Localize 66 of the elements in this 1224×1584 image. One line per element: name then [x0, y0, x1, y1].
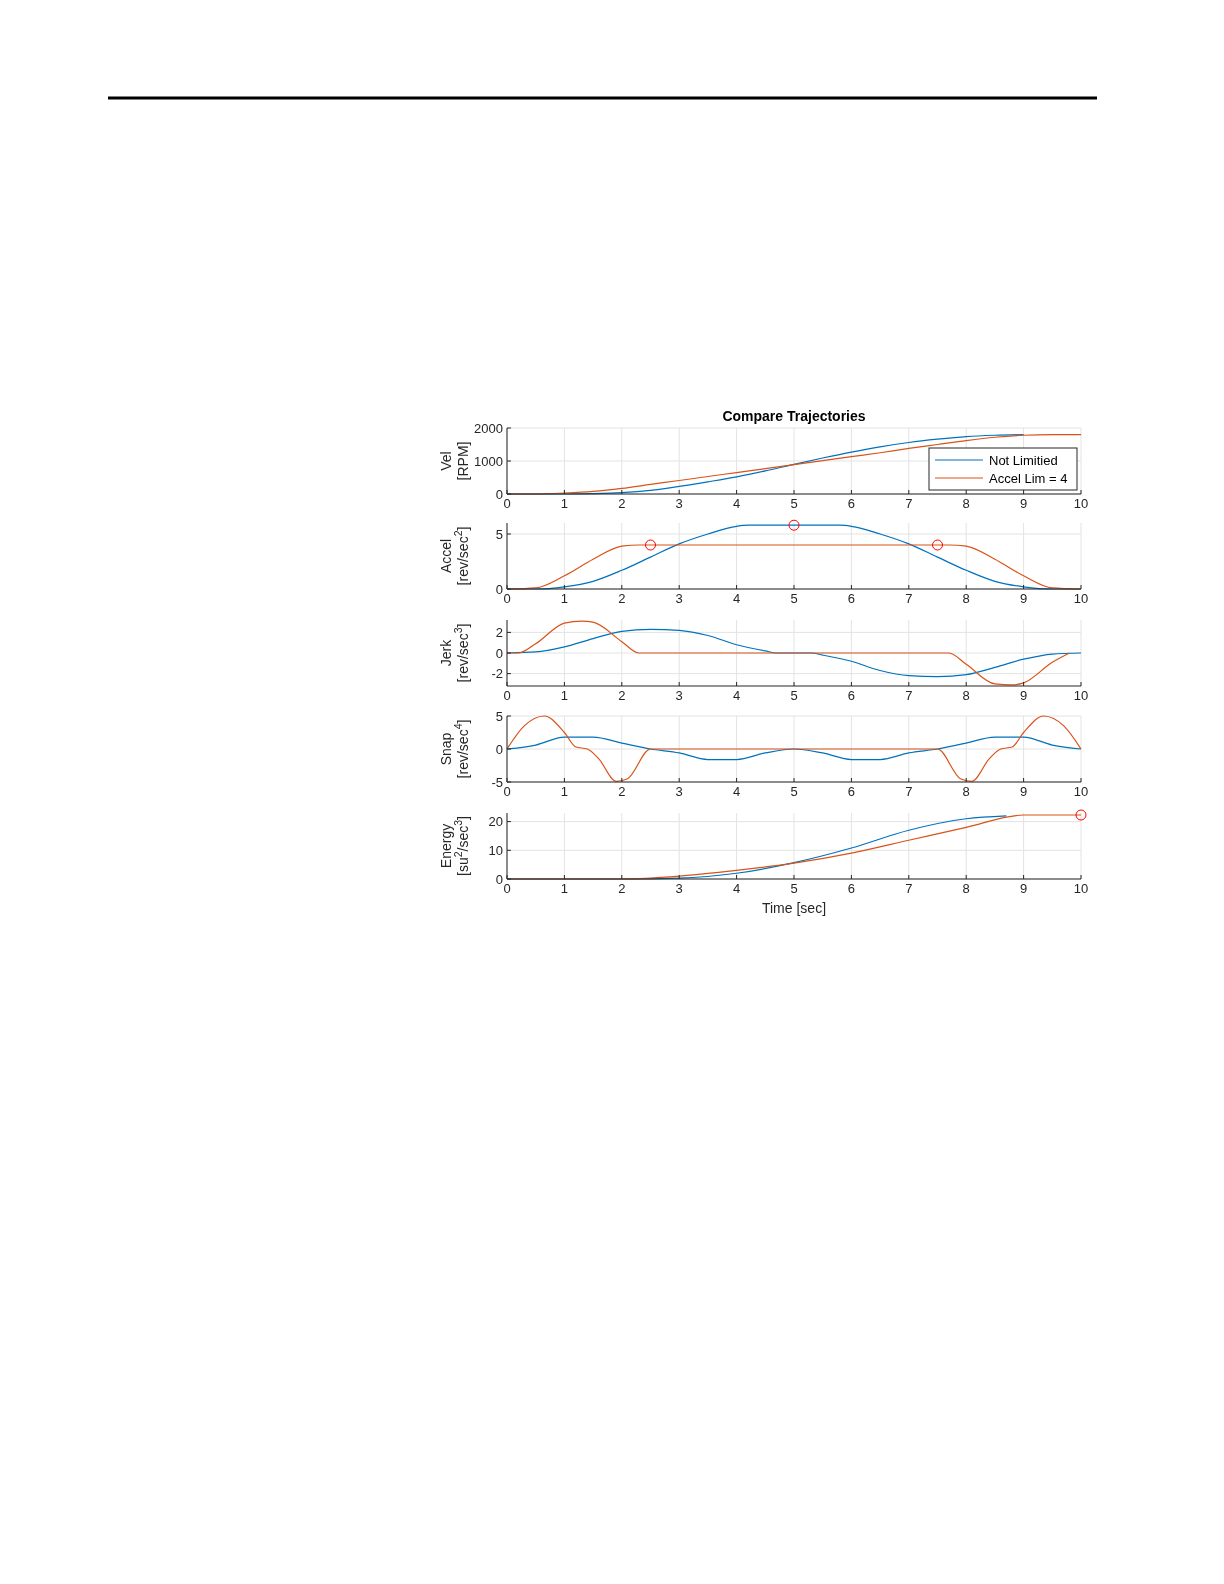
x-tick-label: 10: [1073, 784, 1089, 799]
y-axis-title: Vel [RPM]: [438, 441, 471, 481]
x-tick-label: 10: [1073, 881, 1089, 896]
x-tick-label: 8: [962, 591, 970, 606]
x-tick-label: 2: [618, 688, 626, 703]
x-tick-label: 4: [732, 591, 741, 606]
x-tick-label: 9: [1019, 591, 1028, 606]
x-tick-label: 9: [1019, 688, 1028, 703]
x-tick-label: 3: [675, 496, 683, 511]
x-tick-label: 6: [847, 881, 856, 896]
x-tick-label: 1: [560, 496, 569, 511]
x-tick-label: 8: [962, 881, 970, 896]
legend-label: Not Limitied: [989, 453, 1058, 468]
x-tick-label: 3: [675, 688, 683, 703]
x-tick-label: 3: [675, 881, 683, 896]
x-tick-label: 2: [618, 496, 626, 511]
y-tick-label: 5: [495, 526, 503, 542]
x-tick-label: 10: [1073, 591, 1089, 606]
x-tick-label: 5: [790, 784, 798, 799]
x-axis-title: Time [sec]: [761, 900, 827, 916]
y-tick-label: 1000: [474, 453, 503, 469]
x-tick-label: 6: [847, 688, 856, 703]
x-tick-label: 1: [560, 591, 569, 606]
x-tick-label: 1: [560, 881, 569, 896]
x-tick-label: 8: [962, 496, 970, 511]
x-tick-label: 2: [618, 784, 626, 799]
x-tick-label: 8: [962, 784, 970, 799]
x-tick-label: 6: [847, 496, 856, 511]
x-tick-label: 7: [905, 784, 913, 799]
x-tick-label: 8: [962, 688, 970, 703]
y-tick-label: 0: [495, 645, 503, 661]
x-tick-label: 6: [847, 784, 856, 799]
x-tick-label: 4: [732, 784, 741, 799]
x-tick-label: 9: [1019, 496, 1028, 511]
x-tick-label: 4: [732, 688, 741, 703]
y-tick-label: 0: [495, 741, 503, 757]
chart-title: Compare Trajectories: [722, 408, 866, 424]
x-tick-label: 7: [905, 881, 913, 896]
y-tick-label: 2: [495, 624, 503, 640]
x-tick-label: 4: [732, 881, 741, 896]
y-tick-label: -5: [491, 774, 503, 790]
x-tick-label: 5: [790, 496, 798, 511]
x-tick-label: 5: [790, 591, 798, 606]
y-tick-label: 10: [488, 842, 503, 858]
y-tick-label: 20: [488, 814, 503, 830]
x-tick-label: 9: [1019, 881, 1028, 896]
x-tick-label: 9: [1019, 784, 1028, 799]
x-tick-label: 10: [1073, 688, 1089, 703]
x-tick-label: 2: [618, 591, 626, 606]
x-tick-label: 3: [675, 591, 683, 606]
x-tick-label: 1: [560, 784, 569, 799]
y-tick-label: -2: [491, 666, 503, 682]
x-tick-label: 3: [675, 784, 683, 799]
x-tick-label: 1: [560, 688, 569, 703]
legend-label: Accel Lim = 4: [989, 471, 1068, 486]
x-tick-label: 5: [790, 688, 798, 703]
x-tick-label: 7: [905, 496, 913, 511]
x-tick-label: 2: [618, 881, 626, 896]
y-tick-label: 5: [495, 708, 503, 724]
x-tick-label: 4: [732, 496, 741, 511]
x-tick-label: 7: [905, 688, 913, 703]
x-tick-label: 10: [1073, 496, 1089, 511]
x-tick-label: 7: [905, 591, 913, 606]
y-tick-label: 2000: [474, 420, 503, 436]
x-tick-label: 6: [847, 591, 856, 606]
x-tick-label: 5: [790, 881, 798, 896]
